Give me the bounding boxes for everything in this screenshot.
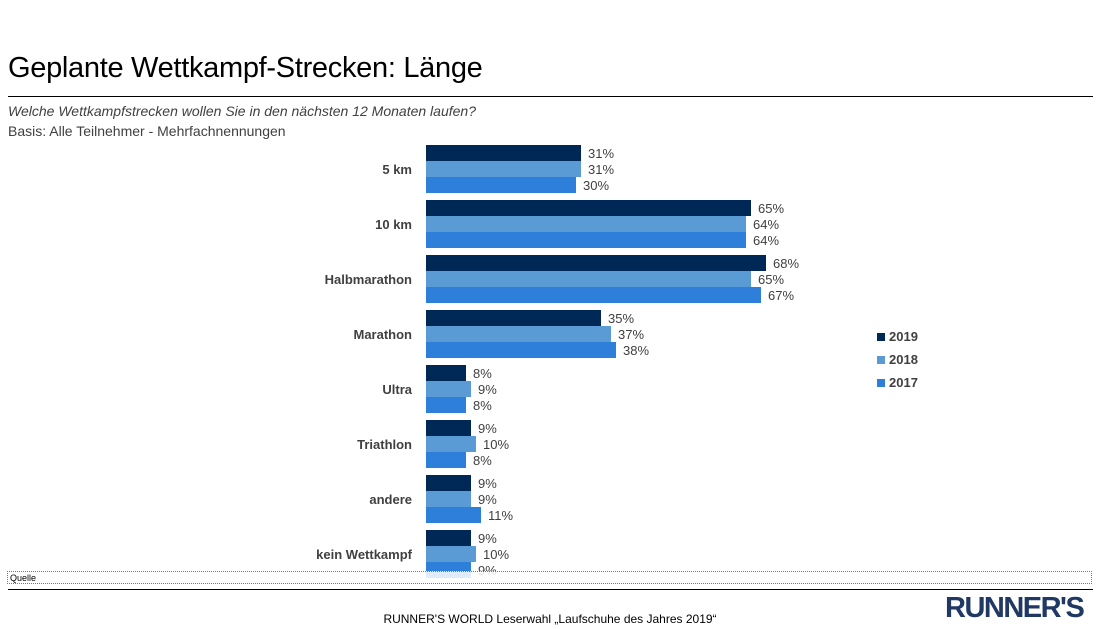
footer-text: RUNNER'S WORLD Leserwahl „Laufschuhe des… — [383, 612, 717, 626]
bar-2018 — [426, 436, 476, 452]
value-label: 9% — [478, 476, 497, 491]
bar-2018 — [426, 161, 581, 177]
legend-label: 2019 — [889, 329, 918, 344]
bar-2019 — [426, 310, 601, 326]
value-label: 64% — [753, 233, 779, 248]
bar-2018 — [426, 381, 471, 397]
value-label: 9% — [478, 531, 497, 546]
category-label: Halbmarathon — [325, 272, 412, 287]
bar-2019 — [426, 475, 471, 491]
value-label: 10% — [483, 437, 509, 452]
bar-2017 — [426, 342, 616, 358]
chart-title: Geplante Wettkampf-Strecken: Länge — [8, 52, 483, 84]
bar-2019 — [426, 420, 471, 436]
legend-swatch — [877, 355, 885, 364]
bar-2017 — [426, 397, 466, 413]
value-label: 10% — [483, 547, 509, 562]
value-label: 37% — [618, 327, 644, 342]
bar-2019 — [426, 365, 466, 381]
category-label: Ultra — [382, 382, 412, 397]
bar-2018 — [426, 326, 611, 342]
value-label: 8% — [473, 453, 492, 468]
source-label: Quelle — [10, 573, 37, 583]
value-label: 9% — [478, 421, 497, 436]
value-label: 9% — [478, 382, 497, 397]
bar-2018 — [426, 271, 751, 287]
bar-2019 — [426, 255, 766, 271]
runners-world-logo: RUNNER'S — [945, 592, 1085, 624]
value-label: 64% — [753, 217, 779, 232]
value-label: 68% — [773, 256, 799, 271]
value-label: 31% — [588, 162, 614, 177]
legend-item-2019: 2019 — [877, 325, 918, 348]
legend-swatch — [877, 332, 885, 341]
footer-divider — [8, 589, 1093, 590]
legend-label: 2017 — [889, 375, 918, 390]
bar-2019 — [426, 200, 751, 216]
category-label: 10 km — [375, 217, 412, 232]
bar-2017 — [426, 287, 761, 303]
legend-swatch — [877, 378, 885, 387]
survey-question: Welche Wettkampfstrecken wollen Sie in d… — [8, 103, 476, 119]
value-label: 8% — [473, 398, 492, 413]
source-box: Quelle — [7, 571, 1092, 584]
chart-legend: 2019 2018 2017 — [877, 325, 918, 394]
value-label: 8% — [473, 366, 492, 381]
value-label: 31% — [588, 146, 614, 161]
bar-2017 — [426, 177, 576, 193]
value-label: 30% — [583, 178, 609, 193]
value-label: 9% — [478, 492, 497, 507]
value-label: 65% — [758, 272, 784, 287]
category-label: Triathlon — [357, 437, 412, 452]
title-divider — [8, 96, 1093, 97]
value-label: 11% — [488, 508, 513, 523]
value-label: 38% — [623, 343, 649, 358]
bar-2018 — [426, 216, 746, 232]
category-label: Marathon — [354, 327, 413, 342]
legend-item-2018: 2018 — [877, 348, 918, 371]
category-label: kein Wettkampf — [316, 547, 413, 562]
category-label: andere — [369, 492, 412, 507]
value-label: 35% — [608, 311, 634, 326]
bar-2019 — [426, 530, 471, 546]
bar-2017 — [426, 452, 466, 468]
value-label: 67% — [768, 288, 794, 303]
bar-2017 — [426, 507, 481, 523]
bar-2019 — [426, 145, 581, 161]
survey-basis: Basis: Alle Teilnehmer - Mehrfachnennung… — [8, 123, 286, 139]
legend-item-2017: 2017 — [877, 371, 918, 394]
legend-label: 2018 — [889, 352, 918, 367]
bar-2017 — [426, 232, 746, 248]
category-label: 5 km — [382, 162, 412, 177]
bar-2018 — [426, 491, 471, 507]
bar-2018 — [426, 546, 476, 562]
value-label: 65% — [758, 201, 784, 216]
